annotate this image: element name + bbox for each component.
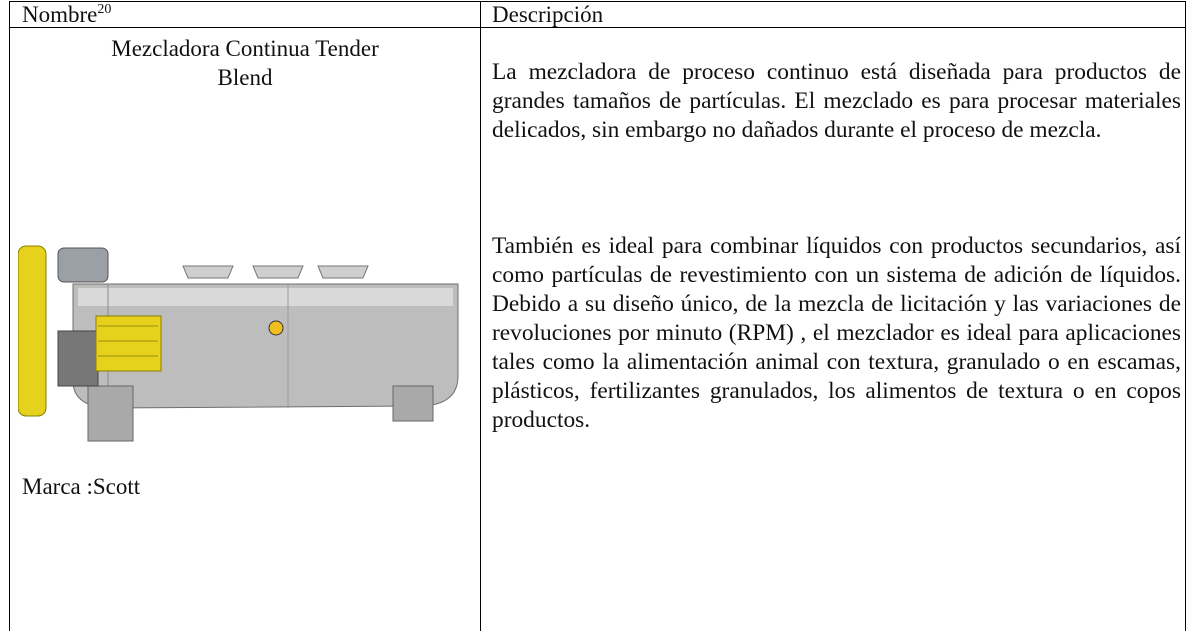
table-border (480, 1, 481, 631)
table-border (9, 1, 10, 631)
product-image (18, 236, 478, 446)
product-brand: Marca :Scott (22, 474, 141, 499)
table-border (1185, 1, 1186, 631)
description-paragraph: La mezcladora de proceso continuo está d… (492, 59, 1181, 143)
product-title: Mezcladora Continua Tender Blend (111, 36, 379, 90)
header-description: Descripción (492, 2, 604, 27)
description-paragraph: También es ideal para combinar líquidos … (492, 233, 1181, 433)
header-cell: Nombre20 (22, 0, 111, 29)
table-border (9, 1, 1186, 2)
footnote-ref: 20 (97, 2, 112, 17)
table-border (9, 27, 1186, 28)
header-name: Nombre (22, 2, 98, 27)
